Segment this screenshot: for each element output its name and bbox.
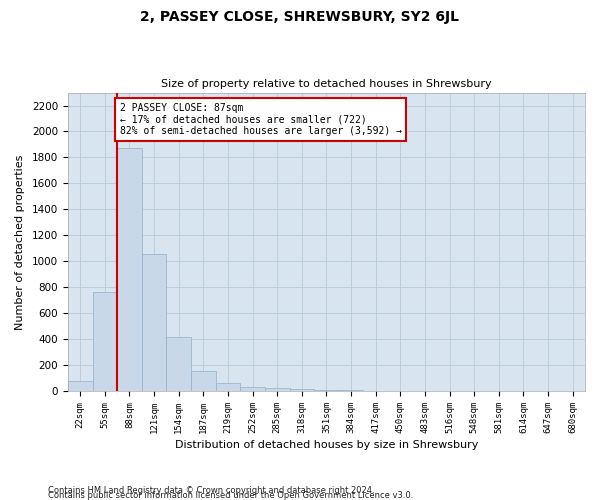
Bar — [166, 337, 191, 391]
Bar — [191, 371, 215, 391]
Bar — [117, 148, 142, 391]
Title: Size of property relative to detached houses in Shrewsbury: Size of property relative to detached ho… — [161, 79, 492, 89]
Bar — [339, 390, 364, 391]
Bar — [68, 382, 92, 391]
Text: 2, PASSEY CLOSE, SHREWSBURY, SY2 6JL: 2, PASSEY CLOSE, SHREWSBURY, SY2 6JL — [140, 10, 460, 24]
X-axis label: Distribution of detached houses by size in Shrewsbury: Distribution of detached houses by size … — [175, 440, 478, 450]
Bar — [265, 388, 290, 391]
Y-axis label: Number of detached properties: Number of detached properties — [15, 154, 25, 330]
Bar — [92, 292, 117, 391]
Text: Contains HM Land Registry data © Crown copyright and database right 2024.: Contains HM Land Registry data © Crown c… — [48, 486, 374, 495]
Bar — [142, 254, 166, 391]
Bar — [240, 386, 265, 391]
Text: 2 PASSEY CLOSE: 87sqm
← 17% of detached houses are smaller (722)
82% of semi-det: 2 PASSEY CLOSE: 87sqm ← 17% of detached … — [119, 103, 401, 136]
Bar — [215, 382, 240, 391]
Text: Contains public sector information licensed under the Open Government Licence v3: Contains public sector information licen… — [48, 491, 413, 500]
Bar — [290, 389, 314, 391]
Bar — [314, 390, 339, 391]
